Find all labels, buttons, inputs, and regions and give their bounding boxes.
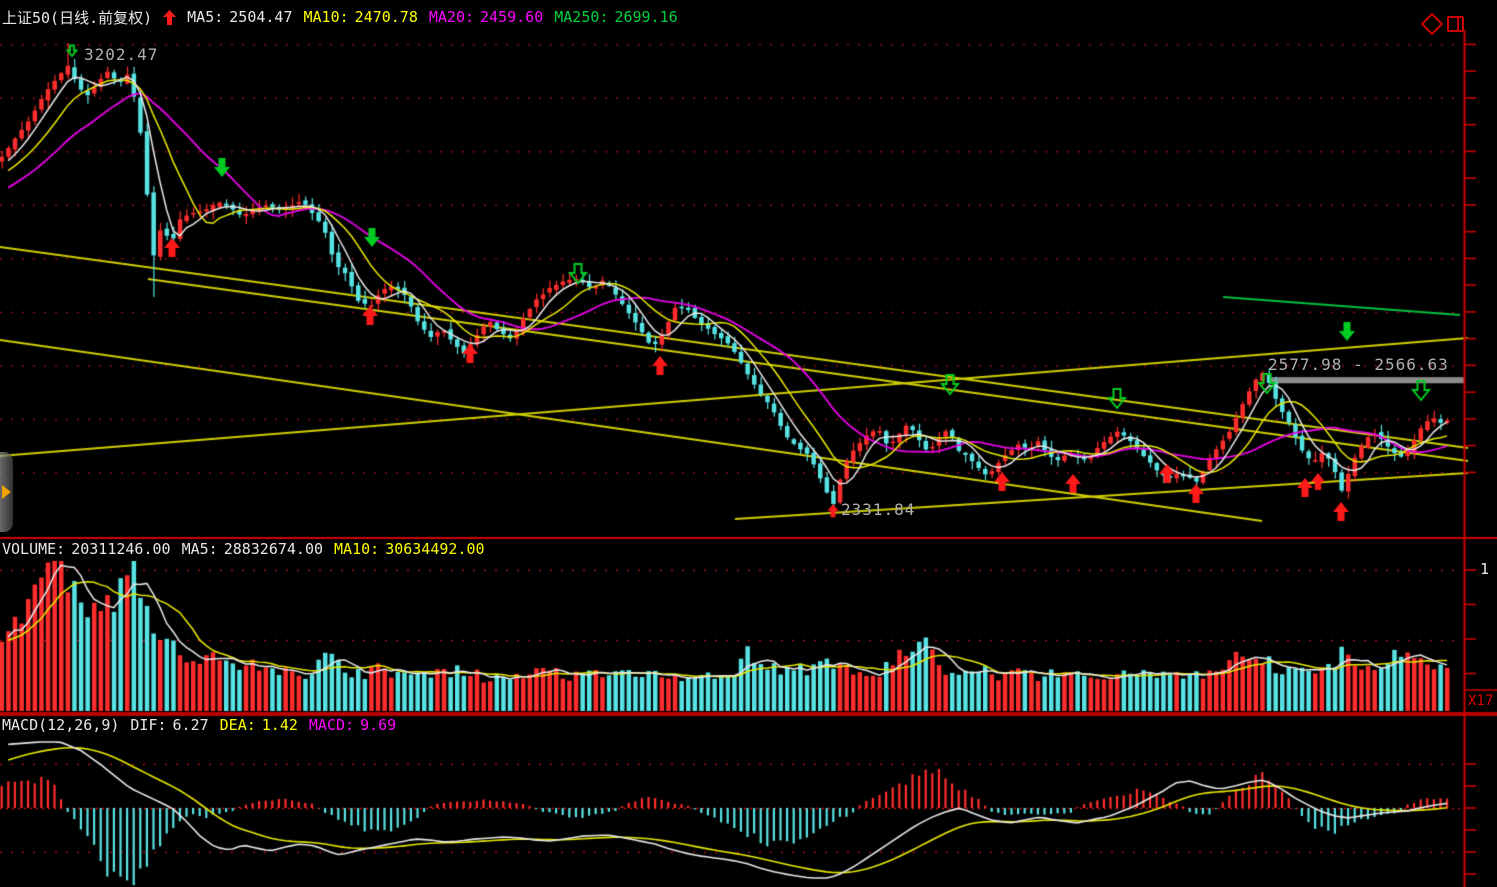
symbol-title[interactable]: 上证50(日线.前复权) (2, 8, 153, 27)
peak-price-label: 3202.47 (84, 45, 159, 64)
volume-ma10-indicator[interactable]: MA10: 30634492.00 (334, 540, 485, 558)
volume-scale-label: X17 (1468, 693, 1494, 709)
dif-indicator[interactable]: DIF: 6.27 (130, 716, 209, 734)
macd-panel-header: MACD(12,26,9) DIF: 6.27 DEA: 1.42 MACD: 9.6… (2, 716, 396, 734)
ma5-indicator[interactable]: MA5: 2504.47 (187, 8, 293, 26)
gap-range-label: 2577.98 - 2566.63 (1268, 355, 1449, 374)
ma20-indicator[interactable]: MA20: 2459.60 (428, 8, 544, 26)
volume-indicator[interactable]: VOLUME: 20311246.00 (2, 540, 171, 558)
expand-arrow-icon (2, 485, 11, 499)
volume-ma5-indicator[interactable]: MA5: 28832674.00 (181, 540, 324, 558)
up-arrow-icon (163, 9, 177, 25)
dea-indicator[interactable]: DEA: 1.42 (219, 716, 298, 734)
volume-panel-header: VOLUME: 20311246.00 MA5: 28832674.00 MA10:… (2, 540, 485, 558)
ma250-indicator[interactable]: MA250: 2699.16 (554, 8, 678, 26)
sidebar-expander[interactable] (0, 452, 13, 532)
low-price-label: 2331.84 (841, 500, 916, 519)
price-panel-header: 上证50(日线.前复权) MA5: 2504.47 MA10: 2470.78 MA… (2, 8, 678, 27)
volume-axis-label: 1 (1480, 560, 1490, 578)
ma10-indicator[interactable]: MA10: 2470.78 (303, 8, 418, 26)
macd-value-indicator[interactable]: MACD: 9.69 (308, 716, 397, 734)
split-window-icon[interactable] (1447, 16, 1464, 32)
macd-title[interactable]: MACD(12,26,9) (2, 716, 120, 734)
